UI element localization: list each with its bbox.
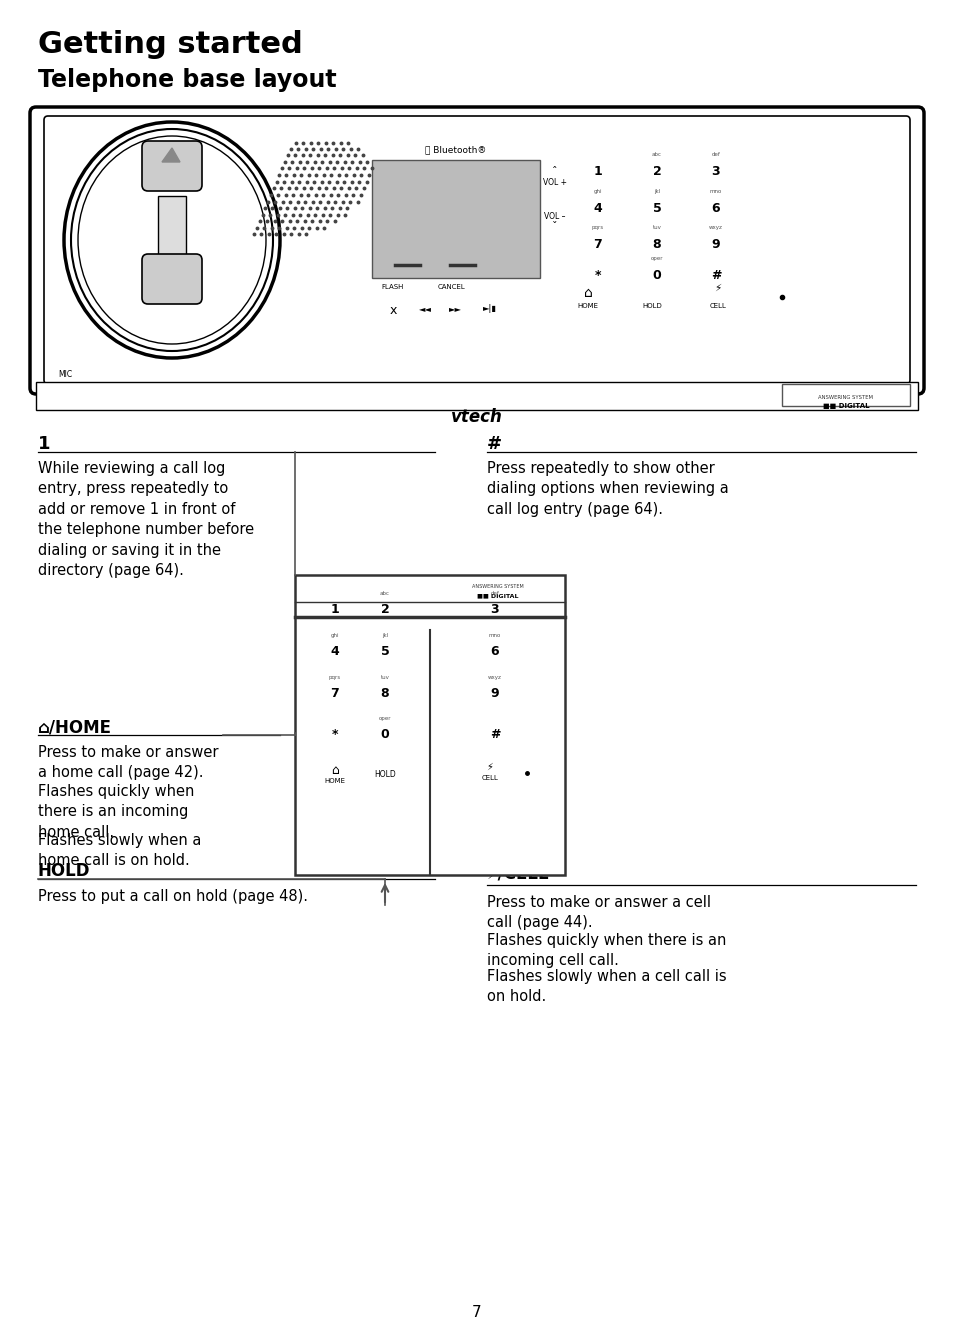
Text: 6: 6 <box>490 645 498 659</box>
Text: HOME: HOME <box>577 303 598 309</box>
FancyBboxPatch shape <box>142 142 202 191</box>
Text: jkl: jkl <box>381 633 388 639</box>
FancyBboxPatch shape <box>30 107 923 394</box>
Text: ⌂: ⌂ <box>583 286 592 301</box>
Text: #: # <box>486 436 501 453</box>
Text: #: # <box>489 728 499 741</box>
Text: *: * <box>594 269 600 282</box>
Text: HOLD: HOLD <box>38 862 91 880</box>
Text: CELL: CELL <box>709 303 725 309</box>
Text: ■■ DIGITAL: ■■ DIGITAL <box>476 593 517 599</box>
Text: Telephone base layout: Telephone base layout <box>38 68 336 92</box>
Text: abc: abc <box>651 152 661 158</box>
Text: tuv: tuv <box>380 675 389 680</box>
Text: HOLD: HOLD <box>374 770 395 779</box>
Bar <box>294 574 564 875</box>
Text: ⌂: ⌂ <box>331 764 338 778</box>
Text: jkl: jkl <box>653 188 659 194</box>
Text: 7: 7 <box>593 238 601 251</box>
Text: mno: mno <box>709 188 721 194</box>
Text: 9: 9 <box>711 238 720 251</box>
Text: VOL +: VOL + <box>542 178 566 187</box>
Text: 5: 5 <box>652 202 660 215</box>
Text: 7: 7 <box>331 687 339 700</box>
Text: MIC: MIC <box>58 370 72 379</box>
Text: Ⓑ Bluetooth®: Ⓑ Bluetooth® <box>425 146 486 154</box>
Text: While reviewing a call log
entry, press repeatedly to
add or remove 1 in front o: While reviewing a call log entry, press … <box>38 461 253 578</box>
Text: 2: 2 <box>380 603 389 616</box>
Text: Press to make or answer
a home call (page 42).: Press to make or answer a home call (pag… <box>38 745 218 780</box>
Text: ◄◄: ◄◄ <box>418 305 431 313</box>
Text: wxyz: wxyz <box>708 224 722 230</box>
Text: ■■ DIGITAL: ■■ DIGITAL <box>821 403 868 409</box>
Text: 4: 4 <box>331 645 339 659</box>
Text: ►►: ►► <box>448 305 461 313</box>
Text: Press repeatedly to show other
dialing options when reviewing a
call log entry (: Press repeatedly to show other dialing o… <box>486 461 728 517</box>
Text: pqrs: pqrs <box>329 675 341 680</box>
Text: Flashes quickly when
there is an incoming
home call.: Flashes quickly when there is an incomin… <box>38 784 194 840</box>
Text: 2: 2 <box>652 166 660 178</box>
Text: FLASH: FLASH <box>381 285 404 290</box>
Text: #: # <box>710 269 720 282</box>
Text: 7: 7 <box>472 1305 481 1320</box>
Ellipse shape <box>78 136 266 343</box>
Text: oper: oper <box>378 716 391 721</box>
Text: CELL: CELL <box>481 775 497 782</box>
Text: ghi: ghi <box>593 188 601 194</box>
FancyBboxPatch shape <box>142 254 202 305</box>
Ellipse shape <box>71 130 273 351</box>
Text: tuv: tuv <box>652 224 660 230</box>
Text: ⚡: ⚡ <box>486 762 493 772</box>
Text: ghi: ghi <box>331 633 339 639</box>
Text: def: def <box>490 591 499 596</box>
Text: 1: 1 <box>331 603 339 616</box>
Text: 3: 3 <box>711 166 720 178</box>
Text: oper: oper <box>650 257 662 261</box>
Bar <box>372 160 539 278</box>
Text: ⌂/HOME: ⌂/HOME <box>38 717 112 736</box>
Text: vtech: vtech <box>451 407 502 426</box>
Text: ANSWERING SYSTEM: ANSWERING SYSTEM <box>818 395 873 399</box>
Text: Flashes quickly when there is an
incoming cell call.: Flashes quickly when there is an incomin… <box>486 933 725 969</box>
Text: mno: mno <box>488 633 500 639</box>
Text: ANSWERING SYSTEM: ANSWERING SYSTEM <box>471 584 523 589</box>
Text: 5: 5 <box>380 645 389 659</box>
Bar <box>36 382 917 410</box>
Text: 0: 0 <box>652 269 660 282</box>
Text: Flashes slowly when a
home call is on hold.: Flashes slowly when a home call is on ho… <box>38 834 201 868</box>
Text: ⚡/CELL: ⚡/CELL <box>486 864 549 883</box>
Text: wxyz: wxyz <box>488 675 501 680</box>
Text: Getting started: Getting started <box>38 29 302 59</box>
Text: 8: 8 <box>652 238 660 251</box>
Text: 1: 1 <box>38 436 51 453</box>
Text: ˆ: ˆ <box>552 167 558 176</box>
Bar <box>158 196 186 282</box>
Text: ˇ: ˇ <box>552 222 558 232</box>
Text: abc: abc <box>379 591 390 596</box>
Text: x: x <box>389 305 396 317</box>
Polygon shape <box>162 148 180 162</box>
Text: HOME: HOME <box>324 778 345 784</box>
FancyBboxPatch shape <box>44 116 909 383</box>
Text: Press to put a call on hold (page 48).: Press to put a call on hold (page 48). <box>38 888 308 904</box>
Text: pqrs: pqrs <box>591 224 603 230</box>
Text: 6: 6 <box>711 202 720 215</box>
Text: HOLD: HOLD <box>641 303 661 309</box>
Text: VOL –: VOL – <box>543 212 565 220</box>
Text: def: def <box>711 152 720 158</box>
Text: 1: 1 <box>593 166 601 178</box>
Text: Press to make or answer a cell
call (page 44).: Press to make or answer a cell call (pag… <box>486 895 710 930</box>
Bar <box>781 383 909 406</box>
Text: 3: 3 <box>490 603 498 616</box>
Text: *: * <box>332 728 338 741</box>
Ellipse shape <box>64 122 280 358</box>
Text: 8: 8 <box>380 687 389 700</box>
Text: ►|▮: ►|▮ <box>482 305 497 313</box>
Text: 9: 9 <box>490 687 498 700</box>
Text: 4: 4 <box>593 202 601 215</box>
Text: Flashes slowly when a cell call is
on hold.: Flashes slowly when a cell call is on ho… <box>486 969 726 1005</box>
Text: 0: 0 <box>380 728 389 741</box>
Text: ⚡: ⚡ <box>714 283 720 293</box>
Text: CANCEL: CANCEL <box>437 285 465 290</box>
